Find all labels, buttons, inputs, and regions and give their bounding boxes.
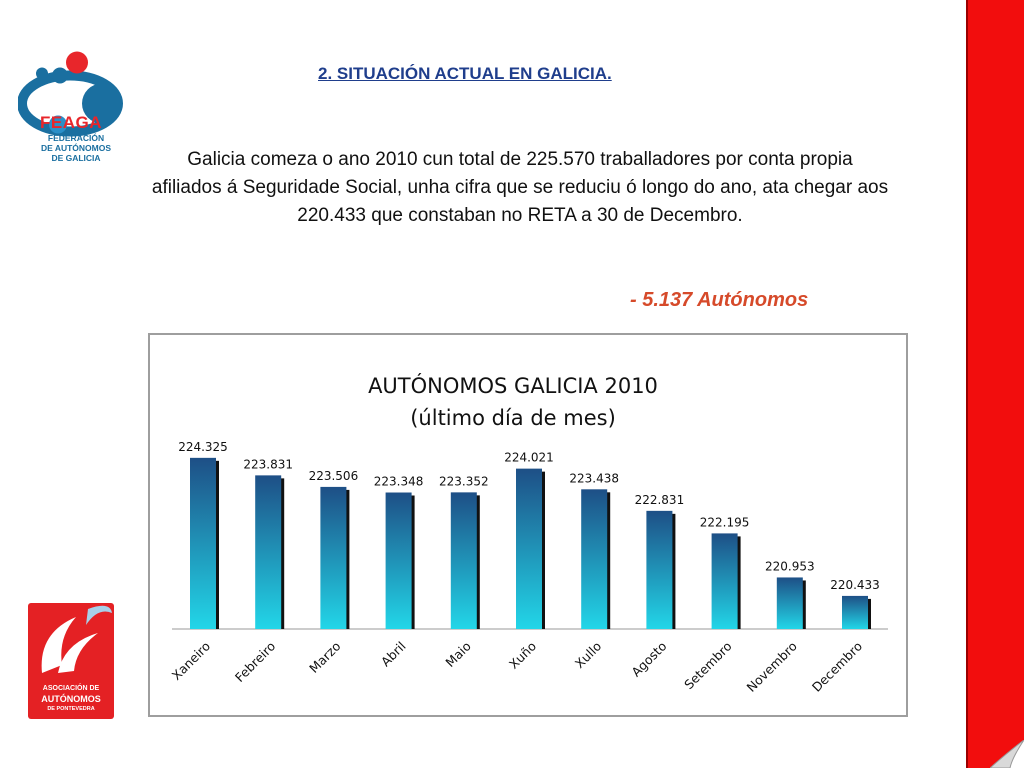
bar-xuño	[516, 468, 542, 629]
chart-title: AUTÓNOMOS GALICIA 2010	[368, 373, 658, 398]
x-tick-label: Novembro	[744, 639, 800, 695]
data-label: 224.021	[504, 451, 554, 465]
bar-febreiro	[255, 475, 282, 629]
bar-novembro	[776, 577, 803, 629]
x-tick-label: Abril	[378, 639, 409, 670]
data-label: 224.325	[178, 440, 228, 454]
bar-xullo	[581, 489, 608, 629]
data-label: 222.195	[700, 515, 750, 529]
data-label: 223.506	[309, 469, 359, 483]
data-label: 220.953	[765, 559, 815, 573]
highlight-amount: - 5.137	[630, 289, 693, 311]
feaga-logo-name: FEAGA	[40, 113, 102, 132]
chart-subtitle: (último día de mes)	[410, 406, 616, 430]
data-label: 223.348	[374, 475, 424, 489]
x-tick-label: Maio	[442, 639, 474, 671]
side-band	[966, 0, 1024, 768]
x-tick-label: Xullo	[572, 639, 605, 672]
x-tick-label: Decembro	[809, 639, 865, 695]
section-title: 2. SITUACIÓN ACTUAL EN GALICIA.	[318, 64, 612, 83]
x-tick-label: Febreiro	[232, 639, 278, 685]
highlight-delta: - 5.137 Autónomos	[630, 289, 808, 312]
data-label: 223.438	[569, 471, 619, 485]
data-label: 223.831	[243, 457, 293, 471]
bar-maio	[450, 492, 477, 629]
bar-agosto	[646, 510, 673, 629]
page-curl-icon	[990, 740, 1024, 768]
data-label: 223.352	[439, 474, 489, 488]
x-tick-label: Xuño	[506, 639, 539, 672]
autonomos-pontevedra-logo-text: ASOCIACIÓN DE AUTÓNOMOS DE PONTEVEDRA	[41, 685, 101, 712]
x-tick-label: Marzo	[306, 639, 343, 676]
bar-setembro	[711, 533, 738, 629]
data-label: 220.433	[830, 578, 880, 592]
autonomos-pontevedra-logo-icon	[41, 605, 112, 673]
bar-decembro	[842, 595, 868, 629]
x-tick-label: Xaneiro	[169, 639, 213, 683]
highlight-label: Autónomos	[697, 289, 809, 311]
bar-chart: AUTÓNOMOS GALICIA 2010 (último día de me…	[169, 373, 888, 695]
x-tick-label: Agosto	[628, 639, 669, 680]
intro-paragraph: Galicia comeza o ano 2010 cun total de 2…	[151, 149, 889, 226]
bar-marzo	[320, 486, 347, 629]
bar-abril	[385, 492, 412, 629]
x-tick-label: Setembro	[681, 639, 735, 693]
feaga-logo-icon	[18, 51, 123, 137]
bar-xaneiro	[190, 457, 216, 629]
autonomos-pontevedra-logo	[28, 603, 114, 719]
data-label: 222.831	[635, 493, 685, 507]
feaga-logo-subtitle: FEDERACIÓN DE AUTÓNOMOS DE GALICIA	[40, 133, 112, 163]
